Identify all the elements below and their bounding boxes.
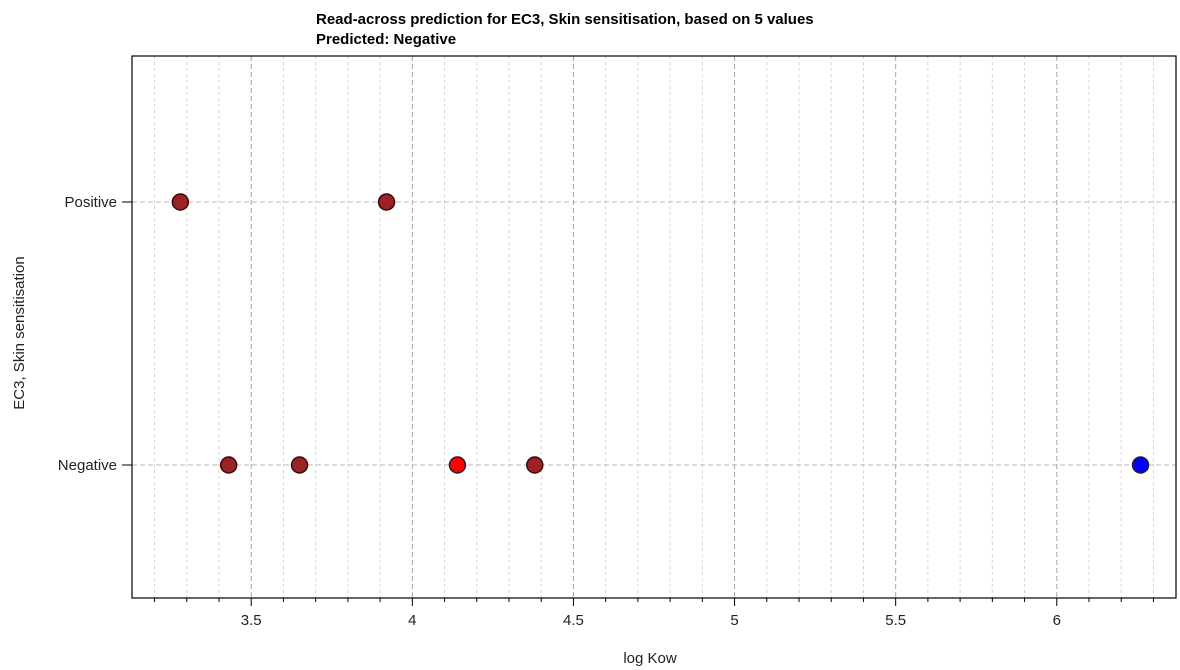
y-tick-label: Negative (58, 457, 117, 474)
x-tick-label: 6 (1053, 612, 1061, 629)
x-tick-label: 5 (730, 612, 738, 629)
x-axis-ticks: 3.5 4 4.5 5 5.5 6 (154, 598, 1154, 629)
data-point (377, 193, 396, 211)
x-tick-label: 5.5 (885, 612, 906, 629)
x-tick-label: 3.5 (241, 612, 262, 629)
data-point (526, 456, 544, 474)
data-point (219, 456, 238, 474)
y-tick-label: Positive (64, 194, 117, 211)
x-tick-label: 4 (408, 612, 416, 629)
target-point (1131, 456, 1150, 474)
prediction-point (448, 456, 467, 474)
data-point (171, 193, 190, 211)
x-tick-label: 4.5 (563, 612, 584, 629)
data-point (290, 456, 309, 474)
x-axis-label: log Kow (623, 650, 677, 667)
chart-title: Read-across prediction for EC3, Skin sen… (316, 11, 814, 28)
plot-area-frame (131, 55, 1177, 599)
grid-lines (132, 56, 1176, 598)
data-points (171, 193, 1150, 474)
chart-subtitle: Predicted: Negative (316, 31, 456, 48)
y-axis-label: EC3, Skin sensitisation (11, 256, 28, 409)
y-axis-ticks: Negative Positive (58, 194, 132, 474)
